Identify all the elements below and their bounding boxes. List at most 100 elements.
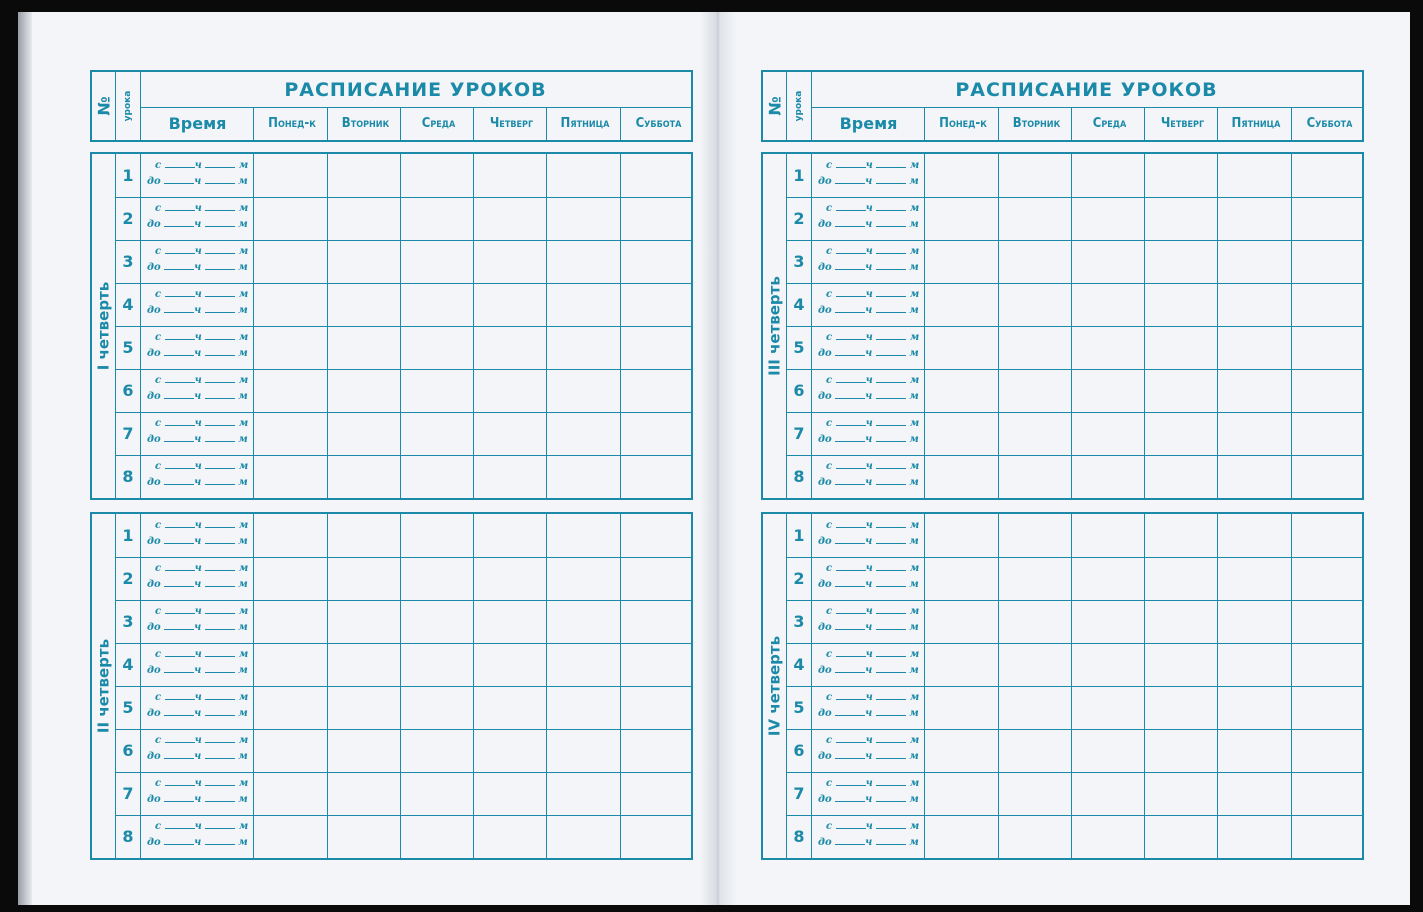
schedule-cell[interactable] [1073, 600, 1144, 643]
minutes-blank[interactable] [875, 389, 906, 399]
schedule-cell[interactable] [926, 557, 998, 600]
schedule-cell[interactable] [1293, 643, 1364, 686]
lesson-time-field[interactable]: с ч м до ч м [147, 733, 252, 765]
minutes-blank[interactable] [204, 577, 235, 587]
schedule-cell[interactable] [1073, 815, 1144, 858]
schedule-cell[interactable] [255, 240, 327, 283]
minutes-blank[interactable] [204, 475, 235, 485]
minutes-blank[interactable] [875, 217, 906, 227]
minutes-blank[interactable] [875, 749, 906, 759]
schedule-cell[interactable] [1073, 643, 1144, 686]
hours-blank[interactable] [835, 819, 866, 829]
schedule-cell[interactable] [1000, 686, 1071, 729]
schedule-cell[interactable] [1219, 514, 1291, 557]
schedule-cell[interactable] [329, 412, 400, 455]
schedule-cell[interactable] [1146, 815, 1217, 858]
schedule-cell[interactable] [475, 600, 546, 643]
minutes-blank[interactable] [876, 416, 907, 426]
schedule-cell[interactable] [548, 729, 620, 772]
lesson-time-field[interactable]: с ч м до ч м [147, 416, 252, 448]
schedule-cell[interactable] [1219, 455, 1291, 498]
schedule-cell[interactable] [1073, 514, 1144, 557]
schedule-cell[interactable] [1293, 729, 1364, 772]
schedule-cell[interactable] [622, 412, 693, 455]
schedule-cell[interactable] [622, 240, 693, 283]
minutes-blank[interactable] [204, 792, 235, 802]
lesson-time-field[interactable]: с ч м до ч м [818, 244, 923, 276]
hours-blank[interactable] [164, 577, 195, 587]
schedule-cell[interactable] [255, 412, 327, 455]
schedule-cell[interactable] [402, 326, 473, 369]
minutes-blank[interactable] [875, 534, 906, 544]
schedule-cell[interactable] [1146, 326, 1217, 369]
hours-blank[interactable] [164, 346, 195, 356]
schedule-cell[interactable] [622, 815, 693, 858]
lesson-time-field[interactable]: с ч м до ч м [147, 244, 252, 276]
schedule-cell[interactable] [926, 686, 998, 729]
schedule-cell[interactable] [622, 154, 693, 197]
schedule-cell[interactable] [329, 815, 400, 858]
schedule-cell[interactable] [1219, 557, 1291, 600]
schedule-cell[interactable] [475, 514, 546, 557]
schedule-cell[interactable] [1000, 557, 1071, 600]
lesson-time-field[interactable]: с ч м до ч м [818, 776, 923, 808]
lesson-time-field[interactable]: с ч м до ч м [147, 561, 252, 593]
schedule-cell[interactable] [1073, 686, 1144, 729]
schedule-cell[interactable] [255, 514, 327, 557]
schedule-cell[interactable] [1073, 412, 1144, 455]
lesson-time-field[interactable]: с ч м до ч м [818, 518, 923, 550]
schedule-cell[interactable] [402, 772, 473, 815]
schedule-cell[interactable] [548, 369, 620, 412]
schedule-cell[interactable] [1293, 412, 1364, 455]
schedule-cell[interactable] [402, 154, 473, 197]
schedule-cell[interactable] [1000, 643, 1071, 686]
minutes-blank[interactable] [204, 217, 235, 227]
schedule-cell[interactable] [548, 197, 620, 240]
schedule-cell[interactable] [255, 455, 327, 498]
schedule-cell[interactable] [1146, 514, 1217, 557]
minutes-blank[interactable] [205, 819, 236, 829]
minutes-blank[interactable] [204, 346, 235, 356]
schedule-cell[interactable] [926, 326, 998, 369]
minutes-blank[interactable] [876, 330, 907, 340]
hours-blank[interactable] [164, 733, 195, 743]
hours-blank[interactable] [835, 620, 866, 630]
schedule-cell[interactable] [402, 729, 473, 772]
minutes-blank[interactable] [876, 733, 907, 743]
minutes-blank[interactable] [875, 475, 906, 485]
lesson-time-field[interactable]: с ч м до ч м [147, 604, 252, 636]
schedule-cell[interactable] [1293, 686, 1364, 729]
minutes-blank[interactable] [204, 303, 235, 313]
schedule-cell[interactable] [402, 197, 473, 240]
schedule-cell[interactable] [329, 514, 400, 557]
minutes-blank[interactable] [876, 201, 907, 211]
schedule-cell[interactable] [329, 643, 400, 686]
schedule-cell[interactable] [475, 197, 546, 240]
minutes-blank[interactable] [876, 647, 907, 657]
schedule-cell[interactable] [1146, 455, 1217, 498]
schedule-cell[interactable] [548, 557, 620, 600]
hours-blank[interactable] [835, 776, 866, 786]
schedule-cell[interactable] [1000, 600, 1071, 643]
schedule-cell[interactable] [1146, 772, 1217, 815]
minutes-blank[interactable] [204, 620, 235, 630]
hours-blank[interactable] [164, 690, 195, 700]
schedule-cell[interactable] [622, 455, 693, 498]
schedule-cell[interactable] [1000, 412, 1071, 455]
schedule-cell[interactable] [1073, 557, 1144, 600]
schedule-cell[interactable] [548, 815, 620, 858]
schedule-cell[interactable] [329, 772, 400, 815]
schedule-cell[interactable] [475, 815, 546, 858]
schedule-cell[interactable] [926, 197, 998, 240]
hours-blank[interactable] [164, 518, 195, 528]
schedule-cell[interactable] [475, 729, 546, 772]
schedule-cell[interactable] [926, 283, 998, 326]
minutes-blank[interactable] [205, 201, 236, 211]
hours-blank[interactable] [164, 158, 195, 168]
lesson-time-field[interactable]: с ч м до ч м [147, 647, 252, 679]
hours-blank[interactable] [835, 475, 866, 485]
schedule-cell[interactable] [255, 772, 327, 815]
schedule-cell[interactable] [329, 369, 400, 412]
hours-blank[interactable] [835, 287, 866, 297]
minutes-blank[interactable] [876, 518, 907, 528]
